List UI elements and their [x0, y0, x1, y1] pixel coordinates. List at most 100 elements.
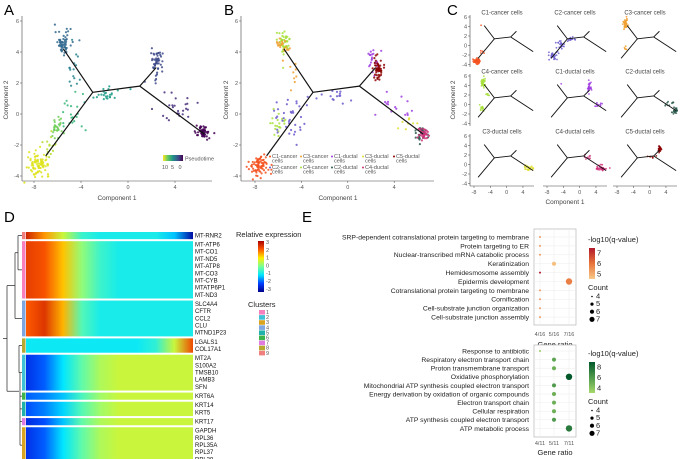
cell-point [206, 138, 209, 141]
cell-point [257, 166, 260, 169]
cell-point [159, 53, 162, 57]
legend-label-line: cells [303, 170, 314, 176]
cell-point [418, 143, 421, 146]
cell-point [306, 95, 309, 98]
cell-point [108, 96, 112, 99]
cell-point [472, 58, 474, 61]
cell-point [475, 59, 478, 62]
trajectory-segment [550, 38, 568, 59]
gene-label: MT-ND3 [195, 293, 218, 299]
legend-label: C3-cancer cells [303, 154, 329, 165]
enrichment-dot [539, 298, 541, 301]
cluster-strip [22, 300, 26, 337]
cell-point [154, 59, 157, 62]
cell-point [42, 166, 45, 169]
cell-point [287, 120, 291, 123]
cell-point [556, 58, 558, 61]
cell-point [62, 122, 65, 125]
cluster-swatch-label: 2 [266, 315, 269, 321]
cell-point [171, 106, 174, 109]
cell-point [672, 113, 675, 115]
trajectory-segment [483, 144, 495, 159]
gene-label: RPL37 [195, 450, 214, 456]
cluster-strip [22, 427, 26, 459]
cell-point [45, 155, 48, 158]
cell-point [260, 172, 263, 175]
facet-c5-ductal-cells: C5-ductal cells -8 -4 0 4 [613, 130, 677, 196]
heatmap-block [26, 401, 193, 417]
cell-point [380, 71, 383, 74]
cell-point [78, 39, 81, 42]
cell-point [273, 109, 276, 112]
dotplot-top: SRP-dependent cotranslational protein ta… [342, 228, 639, 349]
cell-point [250, 163, 254, 166]
cell-point [658, 145, 660, 148]
cell-point [288, 47, 291, 50]
cell-point [186, 102, 189, 105]
cell-point [269, 122, 272, 125]
x-tick-label: 7/11 [564, 441, 574, 447]
y-tick-label: 4 [464, 25, 467, 31]
cell-point [625, 26, 628, 28]
y-tick-label: 0 [16, 112, 19, 118]
y-tick-label: 2 [16, 81, 19, 87]
cell-point [25, 166, 28, 169]
cell-point [97, 93, 100, 96]
cell-point [481, 83, 483, 85]
size-legend-dot [591, 409, 593, 412]
cell-point [281, 31, 284, 35]
cell-point [599, 104, 602, 107]
cell-point [550, 55, 553, 57]
trajectory-segment [653, 149, 660, 157]
cell-point [598, 168, 601, 171]
cell-point [372, 52, 375, 55]
enrichment-dot [539, 307, 541, 310]
cell-point [44, 165, 47, 168]
trajectory-segment [92, 85, 140, 93]
data-points [621, 15, 629, 51]
cell-point [286, 98, 289, 101]
cell-point [378, 75, 381, 78]
cell-point [280, 38, 283, 42]
cell-point [315, 97, 318, 100]
cell-point [34, 167, 37, 170]
legend-title: Relative expression [236, 230, 301, 239]
trajectory-segment [583, 30, 590, 38]
cell-point [153, 53, 156, 56]
cell-point [195, 124, 198, 127]
cell-point [278, 32, 281, 35]
cell-point [587, 79, 590, 82]
gene-label: MT-ATP6 [195, 243, 221, 249]
cell-point [573, 38, 576, 41]
cell-point [658, 151, 660, 154]
facet-title: C4-cancer cells [481, 70, 522, 76]
cell-point [50, 130, 53, 133]
cell-point [72, 75, 75, 78]
cell-point [293, 133, 296, 136]
cluster-strip [22, 338, 26, 353]
cell-point [479, 49, 482, 52]
cell-point [553, 58, 555, 61]
cell-point [371, 67, 374, 70]
cell-point [548, 58, 550, 61]
cell-point [271, 117, 274, 120]
gene-label: CFTR [195, 309, 212, 315]
cell-point [46, 163, 50, 166]
cell-point [69, 105, 73, 108]
cell-point [37, 166, 40, 169]
legend-tick: 0 [178, 165, 181, 171]
legend-label: C3-ductal cells [365, 154, 389, 165]
cell-point [375, 74, 378, 77]
trajectory-segment [62, 48, 94, 93]
x-tick-label: 0 [648, 190, 651, 196]
cell-point [425, 137, 428, 140]
y-tick-label: -2 [462, 53, 467, 59]
cell-point [479, 109, 482, 112]
cell-point [601, 102, 603, 105]
panel-e-dotplots: SRP-dependent cotranslational protein ta… [342, 228, 639, 457]
cell-point [670, 111, 673, 114]
cell-point [288, 38, 291, 41]
cell-point [168, 104, 171, 107]
trajectory-segment [653, 89, 660, 97]
cell-point [53, 124, 56, 127]
